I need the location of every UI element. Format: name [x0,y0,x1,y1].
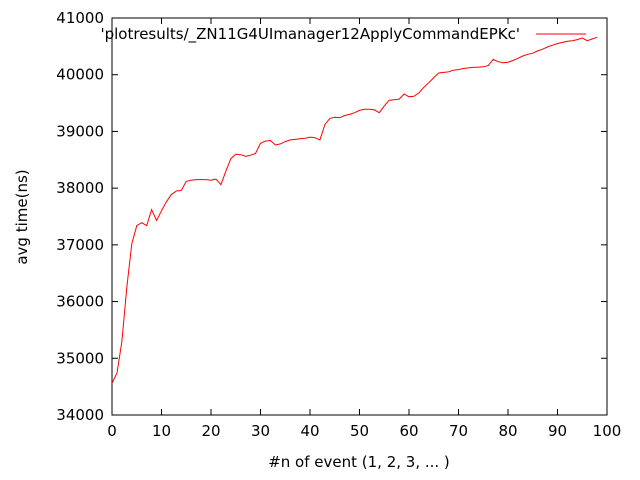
x-tick-label: 70 [449,422,468,440]
x-tick-label: 80 [498,422,517,440]
plot-frame [111,17,608,416]
x-tick-label: 50 [350,422,369,440]
y-tick-label: 36000 [56,293,104,311]
data-line [111,36,598,384]
x-tick-label: 40 [300,422,319,440]
y-axis-label: avg time(ns) [13,169,31,264]
x-tick-label: 60 [399,422,418,440]
axis-tick-labels: 0 10 20 30 40 50 60 70 80 90 100 34000 35000 36000 370… [56,9,621,440]
y-tick-label: 39000 [56,122,104,140]
x-tick-label: 30 [251,422,270,440]
x-tick-label: 0 [107,422,117,440]
y-tick-label: 34000 [56,406,104,424]
y-tick-label: 41000 [56,9,104,27]
x-tick-label: 100 [593,422,622,440]
axis-ticks [111,17,608,416]
x-tick-label: 10 [152,422,171,440]
y-tick-label: 40000 [56,66,104,84]
x-tick-label: 90 [548,422,567,440]
x-tick-label: 20 [201,422,220,440]
y-tick-label: 37000 [56,236,104,254]
x-axis-label: #n of event (1, 2, 3, ... ) [268,453,450,471]
y-tick-label: 35000 [56,349,104,367]
y-tick-label: 38000 [56,179,104,197]
legend-label: 'plotresults/_ZN11G4UImanager12ApplyComm… [100,25,520,44]
